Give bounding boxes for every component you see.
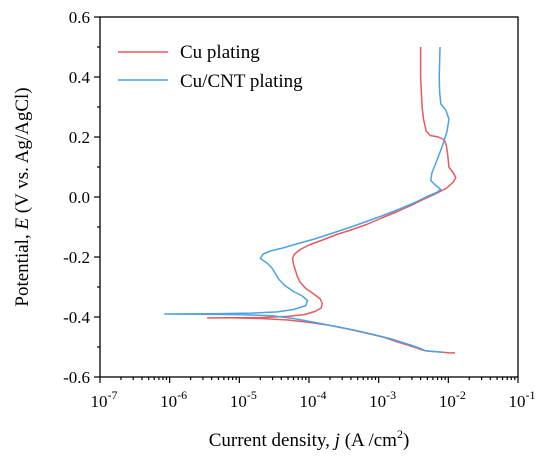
curves [164,46,457,354]
x-tick-label-base: 10 [439,392,456,411]
y-tick-label: 0.6 [69,8,90,27]
x-tick-label-exponent: -7 [108,388,118,402]
x-tick-label: 10-1 [509,388,536,411]
x-tick-label: 10-4 [300,388,327,411]
x-tick-label: 10-6 [160,388,187,411]
tick-labels: 0.60.40.20.0-0.2-0.4-0.610-7 10-6 10-5 10-4… [63,8,535,411]
x-tick-label: 10-7 [91,388,118,411]
x-axis-title-unit-sup: 2 [397,427,403,441]
y-axis-title: Potential, E (V vs. Ag/AgCl) [12,87,33,306]
x-tick-label-base: 10 [509,392,526,411]
x-axis-title-unit-close: ) [403,430,409,451]
x-tick-label: 10-3 [369,388,396,411]
y-tick-label: -0.6 [63,368,90,387]
y-tick-label: 0.2 [69,128,90,147]
y-tick-label: -0.2 [63,248,90,267]
plot-frame [99,16,519,378]
y-axis-title-prefix: Potential, [12,230,33,307]
legend: Cu plating Cu/CNT plating [118,42,303,92]
y-tick-label: 0.0 [69,188,90,207]
x-tick-label-base: 10 [91,392,108,411]
x-tick-label-exponent: -1 [526,388,536,402]
x-tick-label-exponent: -3 [386,388,396,402]
y-axis-title-var: E [12,218,33,231]
x-tick-label-exponent: -4 [317,388,327,402]
y-tick-label: -0.4 [63,308,90,327]
x-tick-label-base: 10 [230,392,247,411]
x-axis-title-var: j [332,430,340,451]
x-tick-label-base: 10 [369,392,386,411]
x-axis-title: Current density, j (A /cm2) [209,427,410,451]
x-tick-label-exponent: -6 [177,388,187,402]
axis-ticks [94,16,519,383]
series-line-cu-cnt [164,46,450,354]
x-axis-title-prefix: Current density, [209,430,335,451]
y-axis-title-suffix: (V vs. Ag/AgCl) [12,87,33,218]
x-tick-label-exponent: -2 [456,388,466,402]
y-tick-label: 0.4 [69,68,91,87]
x-tick-label-base: 10 [160,392,177,411]
x-tick-label: 10-5 [230,388,257,411]
x-tick-label-exponent: -5 [247,388,257,402]
x-tick-label-base: 10 [300,392,317,411]
legend-label-cu: Cu plating [180,42,260,63]
legend-label-cu-cnt: Cu/CNT plating [180,71,303,92]
x-axis-title-unit: (A /cm [340,430,397,451]
x-tick-label: 10-2 [439,388,466,411]
